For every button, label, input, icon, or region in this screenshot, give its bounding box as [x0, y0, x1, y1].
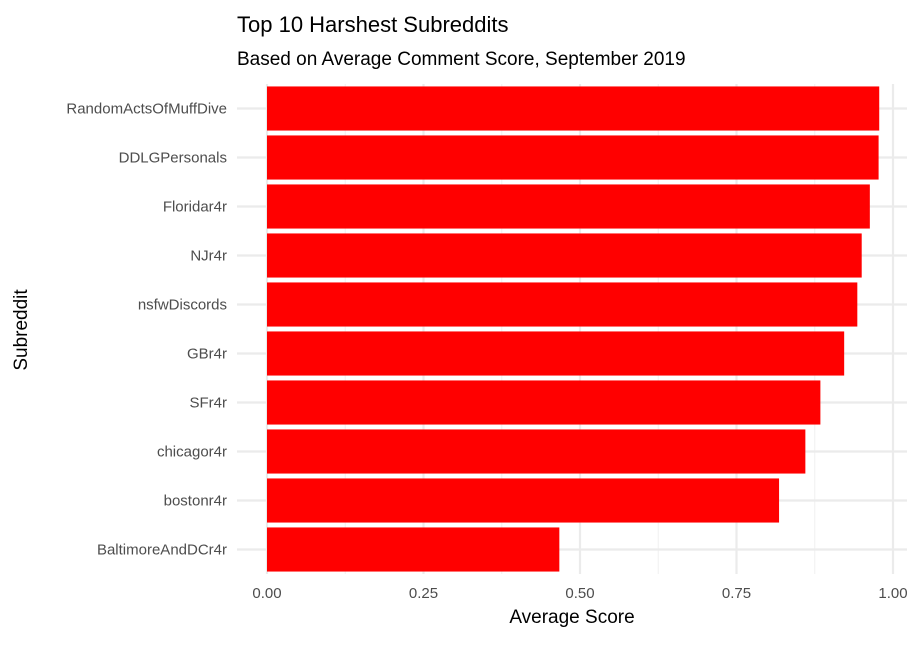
y-tick-label: NJr4r	[190, 248, 227, 265]
chart-subtitle: Based on Average Comment Score, Septembe…	[237, 49, 686, 70]
bar-Floridar4r	[267, 184, 870, 229]
y-tick-label: RandomActsOfMuffDive	[66, 101, 227, 118]
x-tick-label: 0.75	[722, 585, 751, 602]
x-tick-label: 0.50	[565, 585, 594, 602]
x-axis-title: Average Score	[509, 607, 634, 628]
chart-title: Top 10 Harshest Subreddits	[237, 12, 509, 37]
bar-RandomActsOfMuffDive	[267, 86, 880, 131]
bars	[267, 86, 880, 572]
y-axis-tick-labels: RandomActsOfMuffDive DDLGPersonals Florida…	[66, 101, 227, 559]
bar-DDLGPersonals	[267, 135, 879, 180]
y-tick-label: nsfwDiscords	[138, 297, 227, 314]
y-tick-label: Floridar4r	[163, 199, 227, 216]
y-axis-title: Subreddit	[11, 289, 32, 371]
bar-NJr4r	[267, 233, 862, 278]
bar-bostonr4r	[267, 478, 780, 523]
y-tick-label: DDLGPersonals	[119, 150, 227, 167]
bar-nsfwDiscords	[267, 282, 858, 327]
y-tick-label: SFr4r	[190, 395, 228, 412]
bar-SFr4r	[267, 380, 821, 425]
y-tick-label: bostonr4r	[164, 493, 227, 510]
x-tick-label: 0.25	[409, 585, 438, 602]
y-tick-label: GBr4r	[187, 346, 227, 363]
y-tick-label: chicagor4r	[157, 444, 227, 461]
bar-BaltimoreAndDCr4r	[267, 527, 560, 572]
x-axis-tick-labels: 0.00 0.25 0.50 0.75 1.00	[252, 585, 907, 602]
y-tick-label: BaltimoreAndDCr4r	[97, 542, 227, 559]
x-tick-label: 0.00	[252, 585, 281, 602]
bar-chicagor4r	[267, 429, 806, 474]
bar-GBr4r	[267, 331, 845, 376]
x-tick-label: 1.00	[878, 585, 907, 602]
